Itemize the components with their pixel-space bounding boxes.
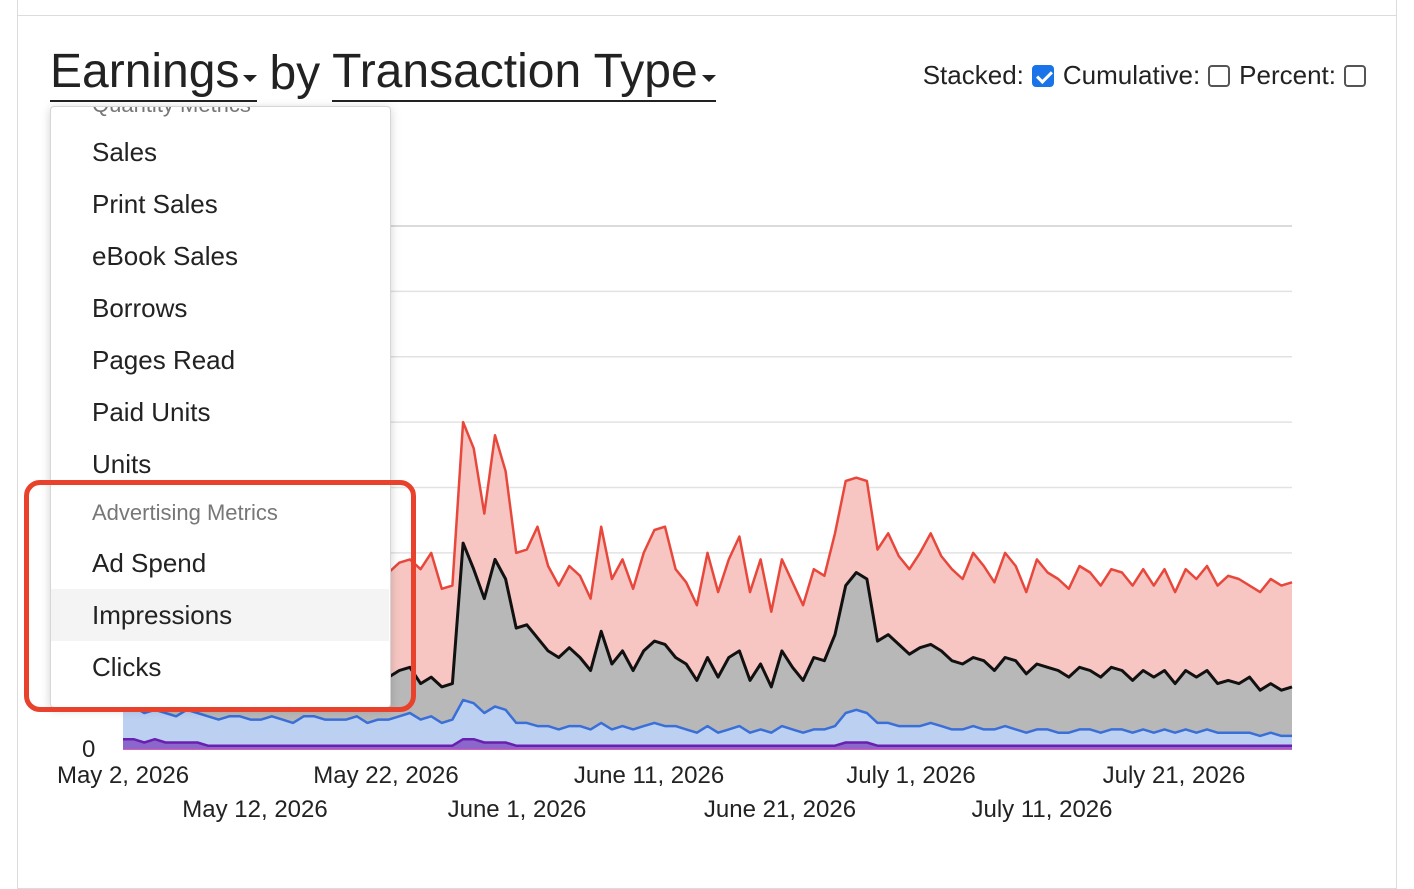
x-tick-label: May 22, 2026 xyxy=(313,762,459,789)
metric-select-label: Earnings xyxy=(50,45,240,98)
stacked-checkbox[interactable] xyxy=(1031,64,1054,87)
x-tick-label: June 1, 2026 xyxy=(447,796,587,823)
caret-down-icon xyxy=(701,75,716,82)
menu-section-header-quantity: Quantity Metrics xyxy=(51,107,389,117)
menu-item-paid-units[interactable]: Paid Units xyxy=(92,397,211,427)
cumulative-label: Cumulative: xyxy=(1062,60,1201,90)
x-tick-label: July 21, 2026 xyxy=(1102,762,1246,789)
menu-item-clicks[interactable]: Clicks xyxy=(92,652,162,682)
menu-item-ebook-sales[interactable]: eBook Sales xyxy=(92,241,238,271)
cumulative-checkbox[interactable] xyxy=(1208,64,1231,87)
caret-down-icon xyxy=(243,75,258,82)
menu-item-sales[interactable]: Sales xyxy=(92,137,158,167)
stacked-label: Stacked: xyxy=(922,60,1024,90)
group-select[interactable]: Transaction Type xyxy=(332,44,716,102)
x-tick-label: May 2, 2026 xyxy=(56,762,190,789)
by-label: by xyxy=(269,47,321,100)
cumulative-option: Cumulative: xyxy=(1062,60,1231,91)
x-tick-label: July 1, 2026 xyxy=(846,762,976,789)
x-tick-label: June 11, 2026 xyxy=(573,762,725,789)
menu-item-ad-spend[interactable]: Ad Spend xyxy=(92,548,207,578)
menu-item-pages-read[interactable]: Pages Read xyxy=(92,345,236,375)
series-line-3 xyxy=(123,737,1292,747)
metric-select[interactable]: Earnings xyxy=(50,44,258,102)
menu-section-header-advertising: Advertising Metrics xyxy=(92,500,278,525)
annotation-highlight-box xyxy=(24,480,416,712)
percent-option: Percent: xyxy=(1239,60,1366,91)
x-tick-label: June 21, 2026 xyxy=(703,796,857,823)
stacked-option: Stacked: xyxy=(923,60,1054,91)
percent-label: Percent: xyxy=(1239,60,1336,90)
menu-item-impressions[interactable]: Impressions xyxy=(51,589,389,641)
metric-dropdown-menu: Quantity Metrics Sales Print Sales eBook… xyxy=(50,106,391,708)
y-tick-label-0: 0 xyxy=(82,736,96,763)
menu-item-print-sales[interactable]: Print Sales xyxy=(92,189,218,219)
top-divider xyxy=(17,15,1396,16)
group-select-label: Transaction Type xyxy=(332,45,698,98)
x-tick-label: July 11, 2026 xyxy=(971,796,1113,823)
series-line-2 xyxy=(122,698,1292,738)
x-tick-label: May 12, 2026 xyxy=(182,796,328,823)
menu-item-borrows[interactable]: Borrows xyxy=(92,293,188,323)
chart-title: Earnings by Transaction Type xyxy=(50,42,716,102)
percent-checkbox[interactable] xyxy=(1344,64,1366,87)
series-area-2 xyxy=(123,700,1292,749)
menu-item-units[interactable]: Units xyxy=(92,449,152,479)
chart-options: Stacked: Cumulative: Percent: xyxy=(923,60,1366,91)
